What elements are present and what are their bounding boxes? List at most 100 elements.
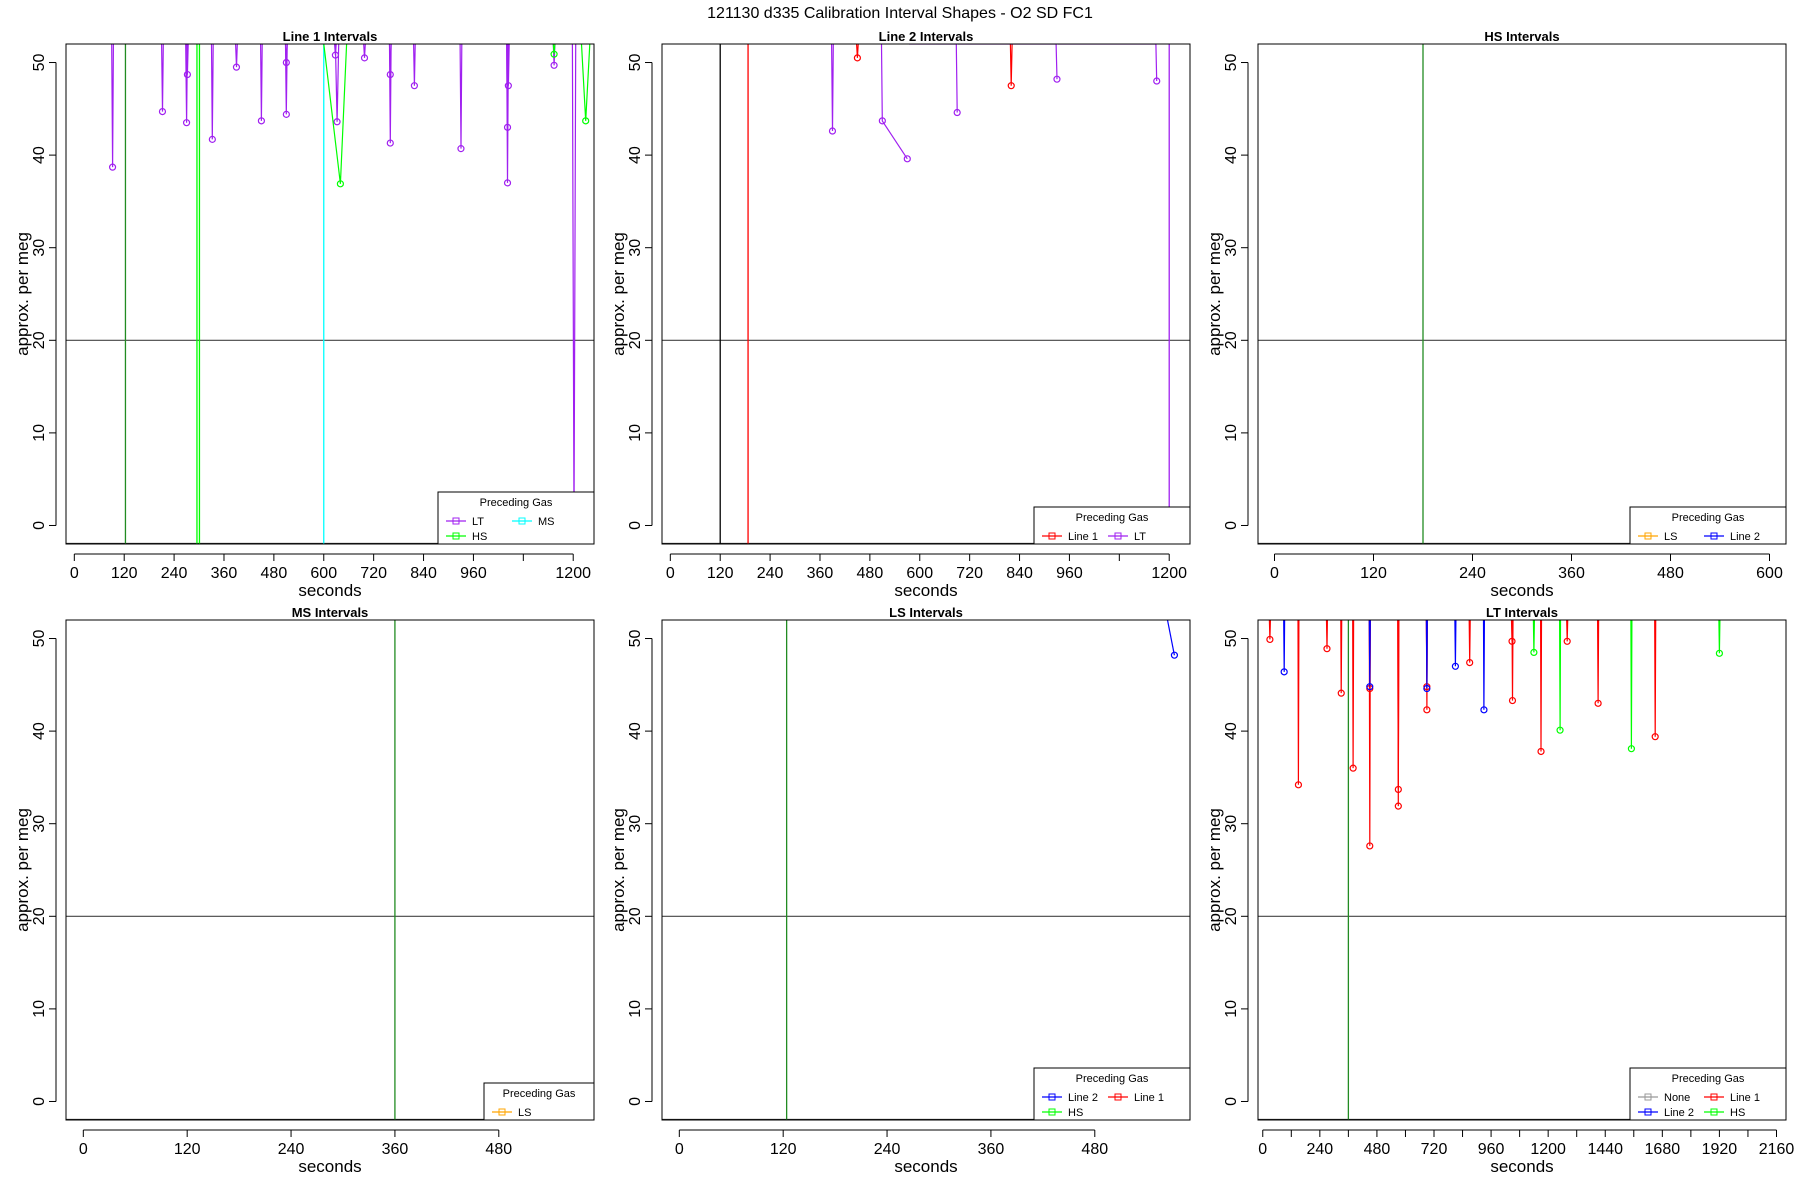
legend: Preceding Gas LT MS HS <box>437 491 595 545</box>
data-point <box>550 61 558 69</box>
series-line <box>111 44 114 168</box>
data-point <box>1508 696 1517 705</box>
legend-marker <box>1710 1108 1718 1116</box>
legend-marker <box>1644 1093 1652 1101</box>
x-tick-label: 120 <box>174 1141 201 1158</box>
legend-entry: HS <box>472 531 487 543</box>
legend-box <box>483 1082 595 1121</box>
data-point <box>503 179 512 187</box>
series-line <box>1558 620 1562 731</box>
y-axis-label: approx. per meg <box>13 232 32 356</box>
data-point <box>1280 668 1288 676</box>
series-line <box>334 44 337 56</box>
series-line <box>1454 620 1457 667</box>
data-point <box>828 127 837 135</box>
y-tick-label: 30 <box>627 239 644 257</box>
series-line <box>506 44 510 86</box>
legend-entry: MS <box>538 516 555 528</box>
chart-title: LS Intervals <box>889 605 963 620</box>
series-line <box>323 44 348 184</box>
data-point <box>550 50 558 58</box>
y-tick-label: 10 <box>31 424 48 442</box>
legend-marker <box>1644 532 1652 540</box>
data-point <box>360 54 369 62</box>
y-tick-label: 30 <box>627 815 644 833</box>
series-line <box>580 44 591 121</box>
data-point <box>257 117 266 125</box>
series-line <box>1368 620 1371 687</box>
x-tick-label: 1920 <box>1702 1141 1738 1158</box>
series-line <box>552 44 556 55</box>
x-tick-label: 0 <box>675 1141 684 1158</box>
data-point <box>1563 637 1571 645</box>
data-point <box>282 110 290 118</box>
data-point <box>1266 635 1274 644</box>
x-tick-label: 1200 <box>1530 1141 1566 1158</box>
plot-frame <box>1257 43 1787 545</box>
legend-marker <box>1114 532 1122 540</box>
legend-marker <box>1048 1093 1056 1101</box>
x-tick-label: 0 <box>1270 565 1279 582</box>
y-tick-label: 40 <box>1223 146 1240 164</box>
plot-area <box>1258 44 1786 544</box>
x-tick-label: 1680 <box>1645 1141 1681 1158</box>
x-axis-label: seconds <box>894 1157 957 1176</box>
data-point <box>1366 842 1374 850</box>
legend-marker <box>1114 1093 1122 1101</box>
data-point <box>182 119 191 127</box>
x-tick-label: 480 <box>1364 1141 1391 1158</box>
series-line <box>459 44 463 149</box>
series-line <box>363 44 366 58</box>
data-point <box>1451 662 1460 670</box>
series-line <box>388 44 392 75</box>
chart-title: HS Intervals <box>1484 29 1559 44</box>
chart-title: LT Intervals <box>1486 605 1558 620</box>
legend-box <box>1033 1067 1191 1121</box>
y-tick-label: 20 <box>31 907 48 925</box>
series-line <box>161 44 164 112</box>
data-point <box>232 63 241 71</box>
x-tick-label: 720 <box>1421 1141 1448 1158</box>
legend-box <box>1629 1067 1787 1121</box>
series-line <box>571 44 577 526</box>
data-point <box>1715 649 1724 657</box>
legend-marker <box>1710 1093 1718 1101</box>
data-point <box>853 54 862 62</box>
data-point <box>331 51 340 59</box>
x-tick-label: 0 <box>70 565 79 582</box>
chart-panel: Line 2 Intervals 0 120 240 360 480 600 720 840 96… <box>609 29 1191 600</box>
y-tick-label: 0 <box>31 521 48 530</box>
x-axis-label: seconds <box>1490 581 1553 600</box>
x-tick-label: 1200 <box>1151 565 1187 582</box>
data-point <box>333 118 341 126</box>
x-tick-label: 120 <box>1360 565 1387 582</box>
series-line <box>1630 620 1633 749</box>
series-line <box>880 44 908 160</box>
x-tick-label: 360 <box>807 565 834 582</box>
y-tick-label: 50 <box>31 630 48 648</box>
x-tick-label: 960 <box>1056 565 1083 582</box>
y-axis-label: approx. per meg <box>1205 808 1224 932</box>
data-point <box>1556 726 1564 734</box>
series-line <box>1532 620 1535 653</box>
data-point <box>1323 645 1331 653</box>
x-axis-label: seconds <box>298 581 361 600</box>
plot-frame <box>661 43 1191 545</box>
series-line <box>1397 620 1400 790</box>
y-tick-label: 40 <box>31 146 48 164</box>
data-point <box>1651 733 1659 741</box>
y-tick-label: 10 <box>627 1000 644 1018</box>
series-line <box>1425 620 1428 689</box>
data-point <box>336 180 344 188</box>
series-line <box>235 44 238 68</box>
y-tick-label: 30 <box>31 815 48 833</box>
data-point <box>457 145 465 153</box>
chart-panel: HS Intervals 0 120 240 360 480 600 seconds 0 10 20… <box>1205 29 1787 600</box>
y-tick-label: 30 <box>1223 815 1240 833</box>
y-tick-label: 20 <box>1223 907 1240 925</box>
chart-title: Line 2 Intervals <box>879 29 974 44</box>
plot-area <box>662 44 1190 544</box>
y-tick-label: 10 <box>1223 1000 1240 1018</box>
series-line <box>1325 620 1328 649</box>
data-point <box>1153 77 1161 85</box>
